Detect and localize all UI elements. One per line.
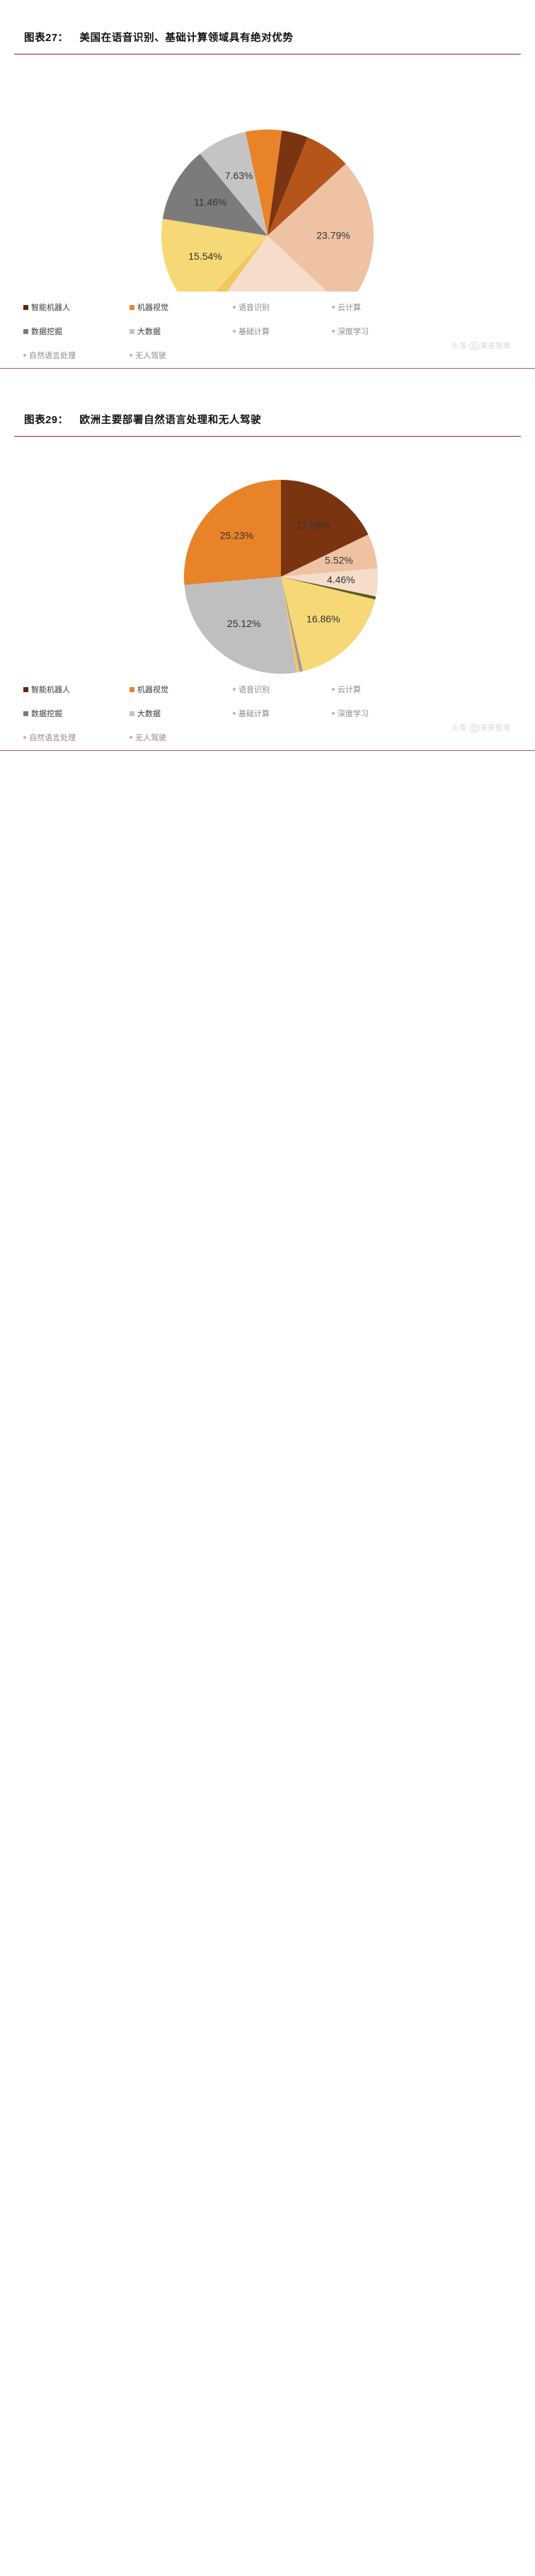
svg-text:15.54%: 15.54% <box>188 251 222 262</box>
svg-text:7.63%: 7.63% <box>225 170 253 181</box>
svg-text:16.86%: 16.86% <box>306 613 340 624</box>
svg-text:11.46%: 11.46% <box>194 197 226 208</box>
svg-text:23.79%: 23.79% <box>316 230 350 241</box>
svg-text:5.52%: 5.52% <box>325 554 353 565</box>
svg-text:17.08%: 17.08% <box>296 519 329 531</box>
svg-text:25.12%: 25.12% <box>227 618 260 629</box>
svg-text:4.46%: 4.46% <box>327 574 355 585</box>
svg-text:25.23%: 25.23% <box>220 530 253 541</box>
